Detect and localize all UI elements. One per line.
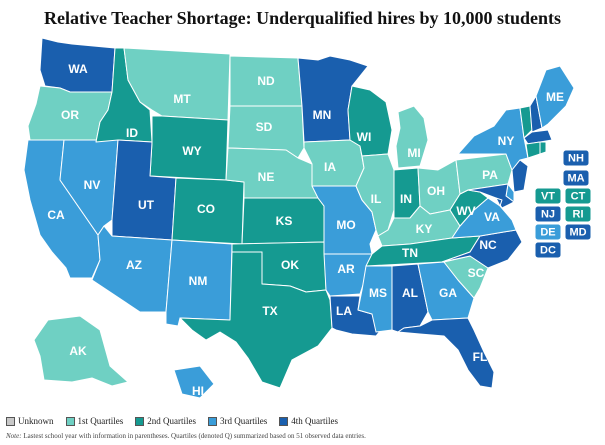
state-IA[interactable] [303, 139, 365, 187]
us-choropleth-map: WA OR CA NV ID MT WY UT AZ CO NM ND SD NE KS OK TX MN IA MO… [0, 30, 605, 410]
note-text: Lastest school year with information in … [23, 432, 366, 440]
state-RI[interactable] [539, 141, 547, 155]
legend-label: 4th Quartiles [291, 416, 338, 426]
legend-item-unknown: Unknown [6, 416, 54, 426]
state-NC[interactable] [441, 229, 523, 269]
state-FL[interactable] [397, 317, 495, 389]
legend-swatch [135, 416, 145, 426]
state-NM[interactable] [165, 239, 233, 327]
state-ME[interactable] [535, 65, 575, 129]
small-state-label-VT: VT [541, 190, 555, 202]
legend: Unknown 1st Quartiles 2nd Quartiles 3rd Qua… [6, 416, 338, 426]
small-state-box-DC[interactable]: DC [534, 241, 562, 259]
small-state-box-DE[interactable]: DE [534, 223, 562, 241]
legend-swatch [65, 416, 75, 426]
state-MA[interactable] [523, 129, 553, 145]
legend-item-q2: 2nd Quartiles [135, 416, 196, 426]
legend-swatch [6, 416, 15, 426]
small-state-label-NJ: NJ [541, 208, 555, 220]
state-AZ[interactable] [91, 225, 173, 313]
legend-swatch [279, 416, 289, 426]
state-IL[interactable] [355, 153, 395, 237]
small-state-box-MD[interactable]: MD [564, 223, 592, 241]
state-MD[interactable] [467, 183, 515, 209]
small-state-label-MA: MA [567, 172, 584, 184]
note-prefix: Note: [6, 432, 22, 440]
small-state-label-DC: DC [540, 244, 556, 256]
state-ND[interactable] [229, 55, 303, 107]
state-MI[interactable] [395, 105, 429, 169]
state-DC[interactable] [495, 197, 503, 207]
small-state-box-NH[interactable]: NH [562, 149, 590, 167]
legend-item-q4: 4th Quartiles [279, 416, 338, 426]
legend-label: 2nd Quartiles [147, 416, 196, 426]
small-state-label-DE: DE [540, 226, 555, 238]
state-WY[interactable] [149, 115, 229, 181]
footnote: Note: Lastest school year with informati… [6, 432, 366, 440]
small-state-box-VT[interactable]: VT [534, 187, 562, 205]
legend-item-q1: 1st Quartiles [65, 416, 124, 426]
small-state-label-RI: RI [573, 208, 584, 220]
small-state-label-CT: CT [571, 190, 586, 202]
state-CT[interactable] [525, 141, 541, 159]
small-state-label-MD: MD [569, 226, 586, 238]
small-state-box-NJ[interactable]: NJ [534, 205, 562, 223]
small-state-label-NH: NH [568, 152, 584, 164]
legend-label: Unknown [18, 416, 54, 426]
state-TX[interactable] [179, 251, 333, 389]
state-CO[interactable] [171, 177, 245, 245]
legend-swatch [208, 416, 217, 426]
state-NJ[interactable] [511, 159, 529, 193]
legend-item-q3: 3rd Quartiles [208, 416, 267, 426]
small-state-box-CT[interactable]: CT [564, 187, 592, 205]
state-HI[interactable] [173, 365, 215, 399]
map-title: Relative Teacher Shortage: Underqualifie… [43, 8, 562, 28]
state-WA[interactable] [39, 37, 116, 93]
state-KS[interactable] [241, 197, 325, 245]
small-state-box-RI[interactable]: RI [564, 205, 592, 223]
legend-label: 1st Quartiles [77, 416, 124, 426]
state-AK[interactable] [33, 315, 129, 387]
small-state-box-MA[interactable]: MA [562, 169, 590, 187]
legend-label: 3rd Quartiles [220, 416, 268, 426]
